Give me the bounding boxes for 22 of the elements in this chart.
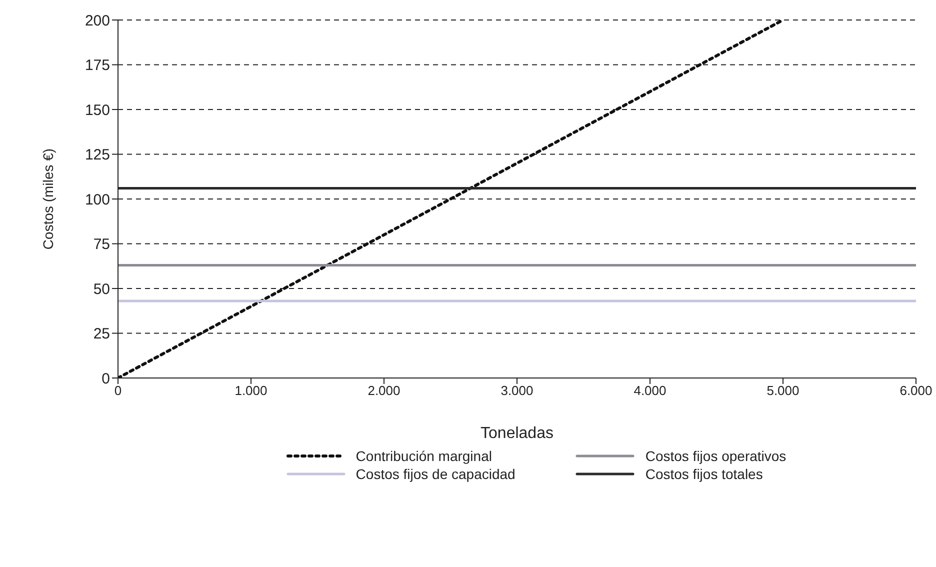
y-tick-label: 200 [84, 12, 110, 30]
y-tick-label: 100 [84, 191, 110, 208]
x-tick-label: 6.000 [900, 383, 932, 398]
y-tick-label: 50 [93, 280, 110, 298]
x-tick-label: 3.000 [500, 383, 534, 398]
y-axis-title: Costos (miles €) [40, 148, 56, 250]
x-tick-label: 1.000 [234, 383, 268, 398]
x-axis-title: Toneladas [480, 425, 554, 442]
x-tick-label: 0 [114, 383, 122, 398]
y-tick-label: 150 [84, 102, 110, 119]
y-tick-label: 125 [84, 146, 110, 164]
y-tick-label: 175 [84, 57, 110, 74]
legend-label: Costos fijos de capacidad [356, 466, 516, 482]
legend-label: Contribución marginal [356, 448, 492, 464]
legend-label: Costos fijos totales [645, 466, 763, 482]
x-tick-label: 2.000 [368, 383, 400, 398]
y-tick-label: 75 [93, 236, 110, 254]
y-tick-label: 25 [93, 326, 110, 343]
x-tick-label: 4.000 [634, 383, 666, 398]
x-tick-label: 5.000 [766, 383, 800, 398]
legend-label: Costos fijos operativos [645, 448, 786, 464]
y-tick-label: 0 [102, 370, 110, 388]
